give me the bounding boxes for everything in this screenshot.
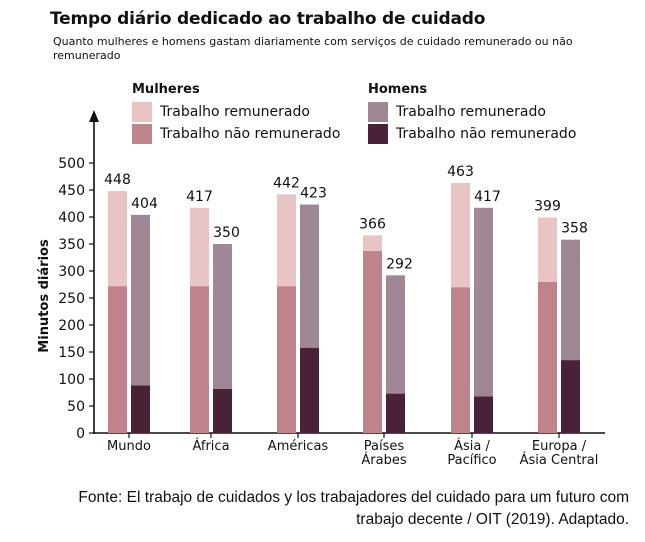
data-label-women: 417 bbox=[186, 189, 213, 205]
bar-women-unpaid bbox=[190, 286, 209, 433]
data-label-men: 423 bbox=[300, 186, 327, 202]
bar-women-unpaid bbox=[363, 251, 382, 433]
source-footer: Fonte: El trabajo de cuidados y los trab… bbox=[9, 487, 629, 531]
x-tick-label: África bbox=[192, 438, 229, 454]
x-tick-label: Américas bbox=[268, 439, 329, 454]
bar-women-unpaid bbox=[538, 281, 557, 433]
source-line-1: Fonte: El trabajo de cuidados y los trab… bbox=[78, 489, 629, 506]
legend-men-unpaid: Trabalho não remunerado bbox=[368, 124, 576, 144]
bar-men-paid bbox=[474, 207, 493, 397]
x-tick-label: Ásia / bbox=[454, 438, 490, 454]
x-tick-label: Pacífico bbox=[447, 453, 496, 468]
data-label-women: 463 bbox=[447, 164, 474, 180]
y-axis-label: Minutos diários bbox=[37, 239, 52, 353]
y-tick-label: 150 bbox=[58, 345, 85, 361]
bar-men-paid bbox=[213, 244, 232, 389]
data-label-women: 366 bbox=[359, 216, 386, 232]
legend-men-title: Homens bbox=[368, 82, 428, 97]
bar-women-paid bbox=[451, 182, 470, 288]
data-label-men: 358 bbox=[561, 221, 588, 237]
data-label-men: 350 bbox=[213, 225, 240, 241]
legend-label: Trabalho não remunerado bbox=[160, 126, 341, 142]
y-tick-label: 350 bbox=[58, 237, 85, 253]
data-label-men: 417 bbox=[474, 189, 501, 205]
data-label-men: 292 bbox=[386, 256, 413, 272]
y-axis-arrow bbox=[89, 110, 99, 122]
bar-men-paid bbox=[561, 239, 580, 361]
data-label-men: 404 bbox=[131, 196, 158, 212]
y-tick-label: 450 bbox=[58, 183, 85, 199]
data-label-women: 399 bbox=[534, 199, 561, 215]
x-tick-label: Mundo bbox=[107, 439, 151, 454]
y-tick-label: 500 bbox=[58, 156, 85, 172]
y-tick-label: 50 bbox=[67, 399, 85, 415]
bar-men-paid bbox=[131, 214, 150, 386]
bar-men-unpaid bbox=[561, 360, 580, 433]
bar-men-paid bbox=[300, 204, 319, 348]
legend-label: Trabalho remunerado bbox=[396, 104, 546, 120]
legend-label: Trabalho remunerado bbox=[160, 104, 310, 120]
legend-swatch bbox=[368, 124, 388, 144]
legend-label: Trabalho não remunerado bbox=[396, 126, 577, 142]
bar-women-paid bbox=[277, 194, 296, 287]
bar-women-unpaid bbox=[277, 286, 296, 433]
legend-swatch bbox=[132, 102, 152, 122]
bar-men-paid bbox=[386, 275, 405, 394]
y-tick-label: 0 bbox=[76, 426, 85, 442]
bar-women-paid bbox=[363, 235, 382, 252]
x-tick-label: Ásia Central bbox=[520, 452, 599, 468]
bar-men-unpaid bbox=[131, 385, 150, 433]
legend-men-paid: Trabalho remunerado bbox=[368, 102, 546, 122]
y-tick-label: 200 bbox=[58, 318, 85, 334]
bar-women-paid bbox=[108, 191, 127, 287]
y-tick-label: 250 bbox=[58, 291, 85, 307]
y-tick-label: 300 bbox=[58, 264, 85, 280]
chart-subtitle: Quanto mulheres e homens gastam diariame… bbox=[53, 35, 573, 62]
bar-women-unpaid bbox=[451, 287, 470, 433]
bar-men-unpaid bbox=[213, 388, 232, 433]
data-label-women: 448 bbox=[104, 172, 131, 188]
legend-women-unpaid: Trabalho não remunerado bbox=[132, 124, 340, 144]
y-tick-label: 100 bbox=[58, 372, 85, 388]
legend-swatch bbox=[132, 124, 152, 144]
chart-title: Tempo diário dedicado ao trabalho de cui… bbox=[50, 9, 486, 29]
legend-women-title: Mulheres bbox=[132, 82, 200, 97]
x-tick-label: Países bbox=[364, 439, 405, 454]
bar-women-unpaid bbox=[108, 286, 127, 433]
data-label-women: 442 bbox=[273, 175, 300, 191]
legend-swatch bbox=[368, 102, 388, 122]
bar-men-unpaid bbox=[386, 393, 405, 433]
x-tick-label: Árabes bbox=[361, 452, 406, 468]
source-line-2: trabajo decente / OIT (2019). Adaptado. bbox=[356, 511, 629, 528]
legend-women-paid: Trabalho remunerado bbox=[132, 102, 310, 122]
bar-men-unpaid bbox=[474, 396, 493, 433]
bar-women-paid bbox=[190, 207, 209, 287]
y-tick-label: 400 bbox=[58, 210, 85, 226]
stacked-bar-chart: 0 50 100 150 200 250 300 350 400 450 500 Minutos di… bbox=[37, 110, 605, 468]
bar-men-unpaid bbox=[300, 347, 319, 433]
bar-women-paid bbox=[538, 217, 557, 282]
x-tick-label: Europa / bbox=[532, 439, 587, 454]
